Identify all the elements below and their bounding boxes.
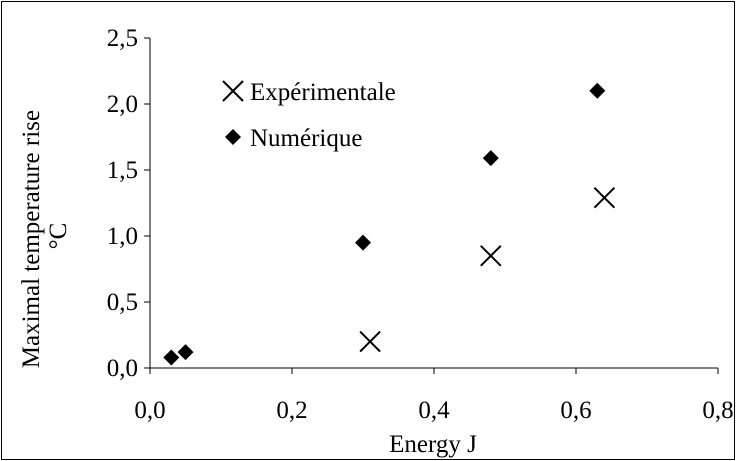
x-marker-stroke xyxy=(593,187,616,209)
data-points xyxy=(163,82,616,366)
y-tick-label: 0,5 xyxy=(107,289,138,316)
y-axis-title: Maximal temperature rise °C xyxy=(18,104,72,368)
experimental-point xyxy=(480,245,502,267)
numerical-point xyxy=(355,234,371,251)
legend-label: Expérimentale xyxy=(250,79,396,106)
y-tick-label: 2,5 xyxy=(107,25,138,52)
x-tick-label: 0,4 xyxy=(418,397,450,424)
numerical-point xyxy=(482,150,499,167)
x-tick-label: 0,0 xyxy=(134,397,165,424)
y-axis-title-line-1: Maximal temperature rise xyxy=(18,110,45,368)
legend-diamond-marker xyxy=(225,129,241,145)
x-marker-stroke xyxy=(359,330,381,353)
numerical-point xyxy=(177,344,194,361)
x-marker-stroke xyxy=(480,245,502,267)
tick-labels: 0,0 0,5 1,0 1,5 2,0 2,5 0,0 0,2 0,4 0,6 0,8 xyxy=(107,25,734,424)
y-tick-label: 0,0 xyxy=(107,355,138,382)
experimental-point xyxy=(359,330,381,353)
y-tick-label: 1,0 xyxy=(107,223,138,250)
numerical-point xyxy=(589,82,606,99)
experimental-point xyxy=(593,187,616,209)
legend-label: Numérique xyxy=(250,125,362,152)
x-tick-label: 0,6 xyxy=(560,397,591,424)
legend: Expérimentale Numérique xyxy=(222,79,396,152)
y-tick-label: 2,0 xyxy=(107,91,138,118)
x-marker-stroke xyxy=(222,80,244,102)
x-tick-label: 0,8 xyxy=(702,397,733,424)
legend-x-marker xyxy=(222,80,244,102)
y-axis-title-line-2: °C xyxy=(45,223,72,250)
axes xyxy=(144,37,719,374)
x-axis-title: Energy J xyxy=(389,431,477,458)
y-tick-label: 1,5 xyxy=(107,157,138,184)
numerical-point xyxy=(163,349,180,366)
x-tick-label: 0,2 xyxy=(276,397,307,424)
